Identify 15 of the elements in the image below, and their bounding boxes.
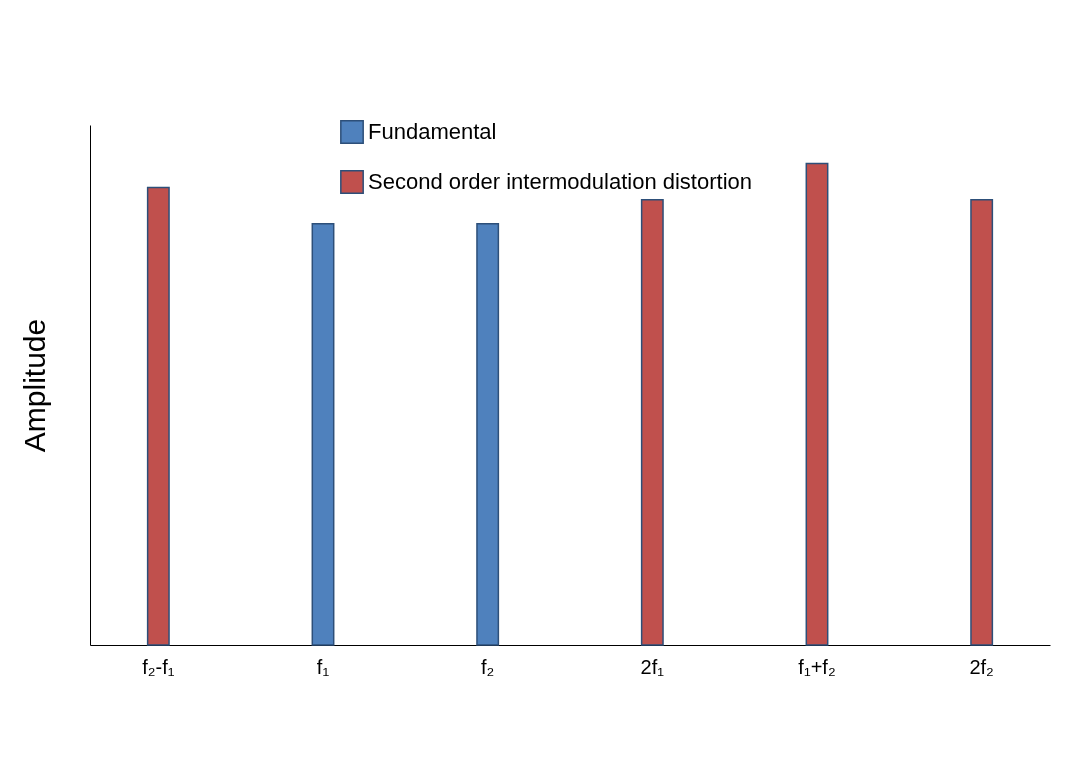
bar [970,198,994,646]
bar [476,222,500,646]
bar [640,198,664,646]
x-tick-label: f₁ [316,655,330,678]
y-axis-title: Amplitude [17,318,51,453]
x-tick-label: 2f₂ [969,655,994,678]
x-tick-label: f₁+f₂ [798,655,836,678]
x-tick-label: 2f₁ [640,655,665,678]
legend-label: Fundamental [368,119,497,144]
bar [805,162,829,646]
x-tick-label: f₂-f₁ [142,655,175,678]
x-tick-label: f₂ [481,655,495,678]
legend-label: Second order intermodulation distortion [368,169,753,194]
bar [311,222,335,646]
bar [146,186,170,646]
